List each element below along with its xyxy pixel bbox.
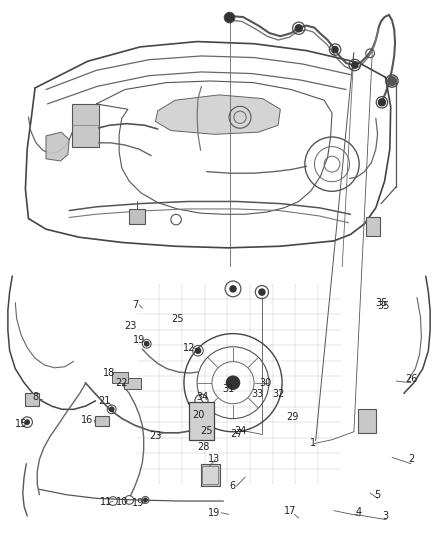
Bar (112, 372, 128, 383)
Bar (202, 466, 218, 484)
Circle shape (226, 376, 240, 389)
Text: 5: 5 (374, 490, 381, 499)
Bar (0, 11, 438, 266)
Text: 31: 31 (223, 384, 235, 394)
Text: 12: 12 (183, 343, 195, 352)
Bar (72, 104, 99, 147)
Text: 35: 35 (377, 302, 389, 311)
Bar (189, 402, 214, 440)
Circle shape (352, 62, 358, 68)
Text: 17: 17 (284, 506, 296, 515)
Text: 35: 35 (376, 298, 388, 308)
Bar (0, 266, 438, 522)
Text: 20: 20 (192, 410, 204, 419)
Bar (201, 464, 220, 486)
Text: 16: 16 (81, 415, 93, 425)
Text: 15: 15 (15, 419, 27, 429)
Text: 19: 19 (208, 508, 220, 518)
Circle shape (145, 342, 149, 346)
Text: 21: 21 (98, 396, 110, 406)
Circle shape (378, 99, 385, 106)
Bar (366, 217, 380, 236)
Text: 32: 32 (272, 390, 284, 399)
Text: 30: 30 (259, 378, 271, 387)
Circle shape (295, 25, 302, 32)
Text: 25: 25 (201, 426, 213, 435)
Text: 25: 25 (171, 314, 184, 324)
Text: 26: 26 (406, 375, 418, 384)
Circle shape (110, 407, 114, 411)
Text: 18: 18 (102, 368, 115, 378)
Text: 1: 1 (310, 439, 316, 448)
Polygon shape (155, 95, 280, 134)
Circle shape (259, 289, 265, 295)
Text: 10: 10 (116, 497, 128, 507)
Circle shape (388, 77, 396, 85)
Circle shape (195, 348, 201, 353)
Bar (124, 378, 141, 389)
Text: 7: 7 (133, 300, 139, 310)
Text: 13: 13 (208, 455, 220, 464)
Text: 34: 34 (196, 392, 208, 402)
Text: 29: 29 (286, 412, 299, 422)
Text: 23: 23 (149, 431, 162, 441)
Circle shape (230, 286, 236, 292)
Circle shape (225, 13, 234, 22)
Circle shape (144, 498, 147, 502)
Bar (129, 209, 145, 224)
Polygon shape (46, 132, 69, 161)
Text: 23: 23 (124, 321, 137, 331)
Text: 22: 22 (116, 378, 128, 387)
Text: 28: 28 (198, 442, 210, 451)
Text: 24: 24 (234, 426, 246, 435)
Text: 19: 19 (133, 335, 145, 345)
Text: 3: 3 (382, 511, 389, 521)
Text: 2: 2 (409, 455, 415, 464)
Text: 11: 11 (100, 497, 112, 507)
Text: 8: 8 (33, 392, 39, 402)
Bar (137, 284, 341, 484)
Bar (25, 393, 39, 406)
Text: 27: 27 (230, 430, 243, 439)
Text: 4: 4 (355, 507, 361, 516)
Text: 33: 33 (251, 390, 264, 399)
Circle shape (332, 46, 338, 53)
Bar (95, 416, 109, 426)
Bar (358, 409, 376, 433)
Text: 6: 6 (229, 481, 235, 491)
Text: 19: 19 (132, 498, 145, 508)
Circle shape (25, 420, 29, 424)
